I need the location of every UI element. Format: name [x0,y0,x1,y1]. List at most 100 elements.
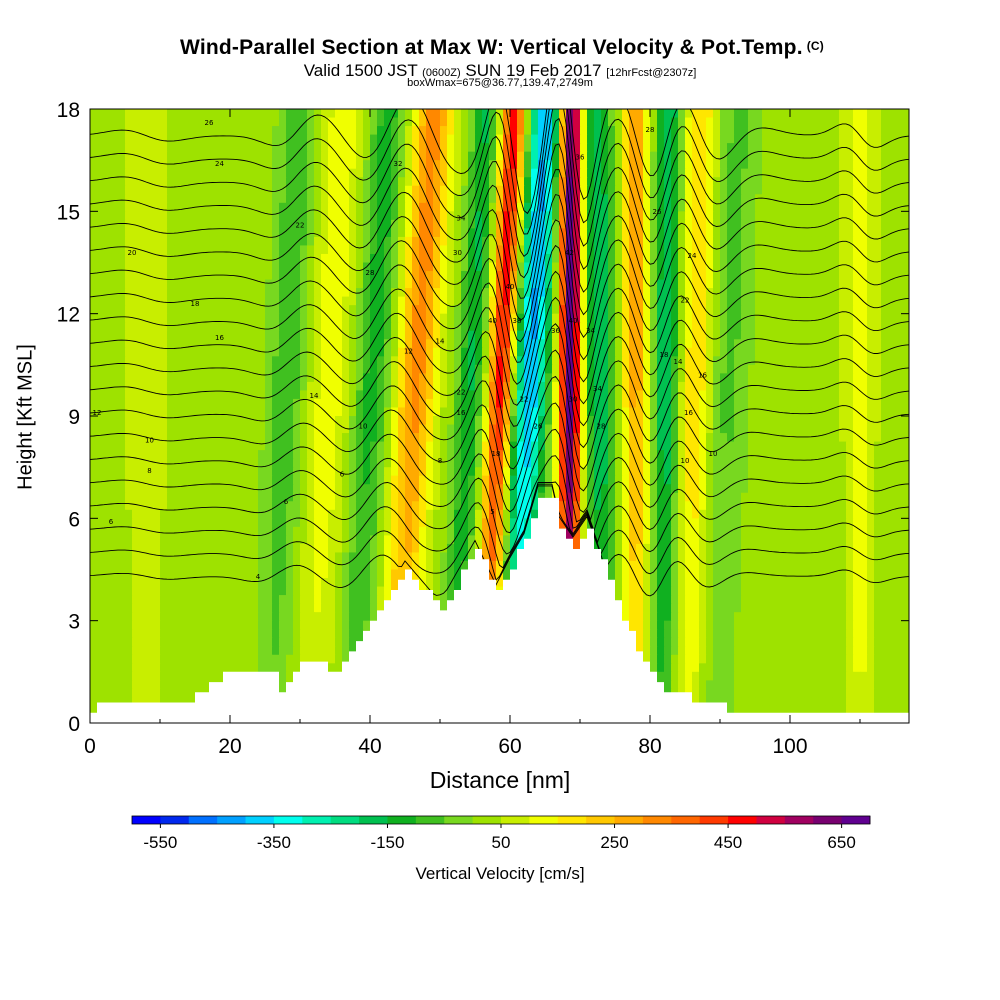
velocity-cell [251,364,259,374]
velocity-cell [741,185,749,195]
velocity-cell [888,194,896,204]
velocity-cell [440,194,448,204]
velocity-cell [720,305,728,315]
velocity-cell [160,134,168,144]
velocity-cell [552,143,560,153]
velocity-cell [146,356,154,366]
velocity-cell [454,168,462,178]
velocity-cell [349,458,357,468]
velocity-cell [258,262,266,272]
velocity-cell [328,151,336,161]
velocity-cell [349,373,357,383]
velocity-cell [125,202,133,212]
velocity-cell [692,364,700,374]
velocity-cell [755,330,763,340]
velocity-cell [104,416,112,426]
velocity-cell [734,279,742,289]
velocity-cell [692,330,700,340]
velocity-cell [629,126,637,136]
velocity-cell [874,126,882,136]
velocity-cell [307,288,315,298]
velocity-cell [440,279,448,289]
velocity-cell [825,219,833,229]
velocity-cell [125,151,133,161]
velocity-cell [895,347,903,357]
velocity-cell [153,219,161,229]
velocity-cell [629,288,637,298]
velocity-cell [881,271,889,281]
velocity-cell [307,279,315,289]
velocity-cell [356,381,364,392]
velocity-cell [335,288,343,298]
velocity-cell [503,330,511,340]
velocity-cell [328,450,336,460]
velocity-cell [811,160,819,170]
velocity-cell [307,117,315,127]
velocity-cell [510,407,518,417]
velocity-cell [902,424,909,434]
velocity-cell [314,339,322,349]
velocity-cell [692,151,700,161]
velocity-cell [90,117,98,127]
velocity-cell [391,253,399,264]
velocity-cell [783,126,791,136]
velocity-cell [615,109,623,119]
velocity-cell [286,467,294,477]
velocity-cell [447,347,455,357]
velocity-cell [482,339,490,349]
velocity-cell [601,407,609,417]
velocity-cell [244,347,252,357]
velocity-cell [671,279,679,289]
velocity-cell [762,168,770,178]
velocity-cell [265,109,273,119]
velocity-cell [391,398,399,409]
velocity-cell [356,202,364,212]
valid-time: Valid 1500 JST [303,61,418,80]
velocity-cell [734,126,742,136]
velocity-cell [286,177,294,187]
velocity-cell [482,151,490,161]
velocity-cell [832,219,840,229]
velocity-cell [839,126,847,136]
velocity-cell [496,168,504,178]
velocity-cell [790,126,798,136]
velocity-cell [125,177,133,187]
velocity-cell [349,450,357,460]
velocity-cell [839,364,847,374]
velocity-cell [244,313,252,323]
velocity-cell [496,151,504,161]
velocity-cell [370,441,378,451]
velocity-cell [573,126,581,136]
velocity-cell [846,185,854,195]
velocity-cell [881,236,889,247]
velocity-cell [90,168,98,178]
velocity-cell [517,262,525,272]
velocity-cell [629,185,637,195]
velocity-cell [195,143,203,153]
velocity-cell [615,305,623,315]
velocity-cell [314,109,322,119]
velocity-cell [783,143,791,153]
velocity-cell [251,373,259,383]
velocity-cell [279,398,287,409]
velocity-cell [804,236,812,247]
velocity-cell [335,416,343,426]
velocity-cell [601,279,609,289]
velocity-cell [419,219,427,229]
velocity-cell [678,407,686,417]
velocity-cell [286,194,294,204]
velocity-cell [328,185,336,195]
velocity-cell [846,262,854,272]
velocity-cell [538,407,546,417]
velocity-cell [699,373,707,383]
velocity-cell [713,262,721,272]
velocity-cell [832,151,840,161]
velocity-cell [622,296,630,306]
velocity-cell [895,168,903,178]
velocity-cell [888,424,896,434]
velocity-cell [202,390,210,400]
velocity-cell [251,347,259,357]
velocity-cell [762,398,770,409]
velocity-cell [412,322,420,332]
velocity-cell [328,177,336,187]
